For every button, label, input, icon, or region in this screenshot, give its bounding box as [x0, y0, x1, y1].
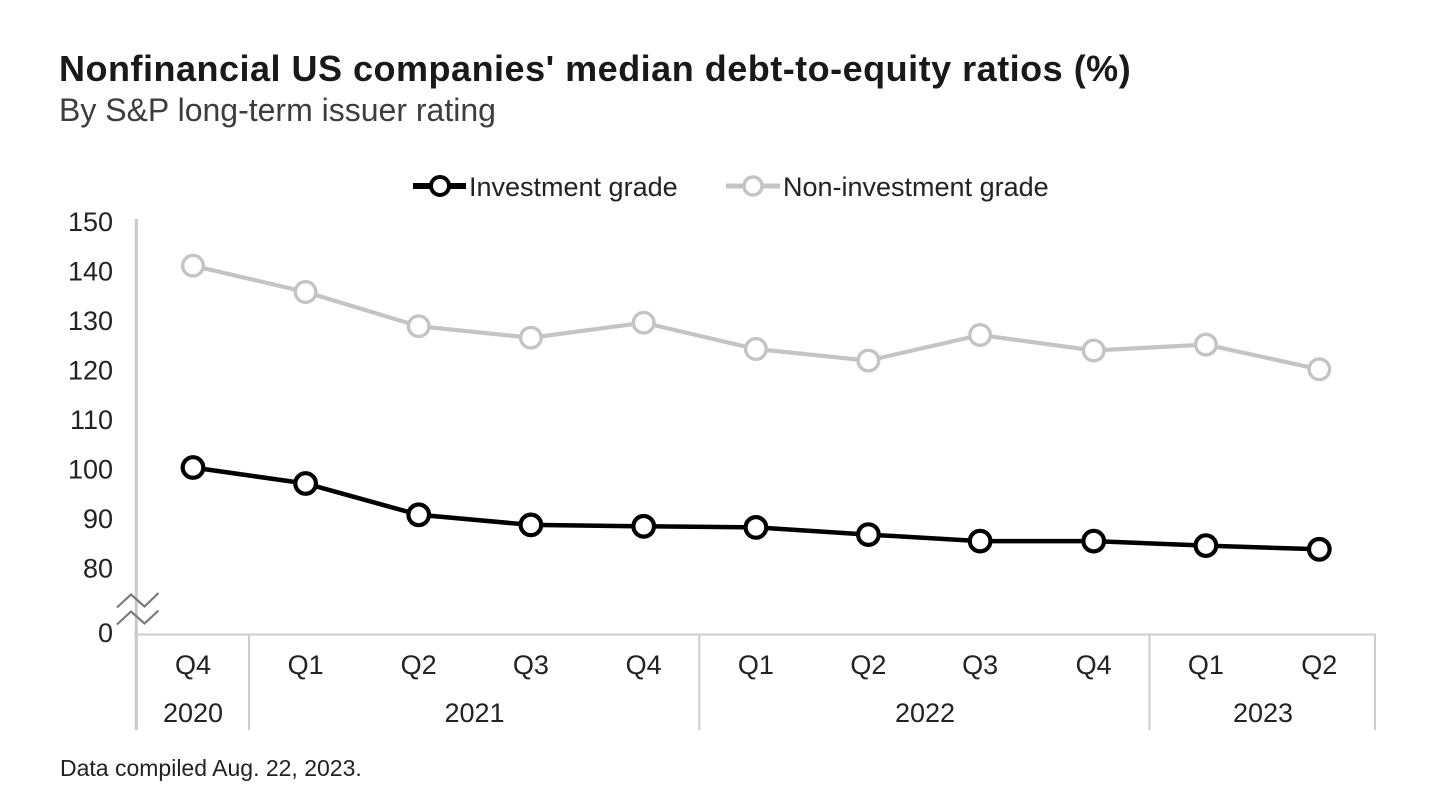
- svg-text:150: 150: [68, 207, 113, 237]
- svg-text:130: 130: [68, 306, 113, 336]
- svg-text:0: 0: [98, 618, 113, 648]
- svg-text:Non-investment grade: Non-investment grade: [783, 172, 1049, 202]
- svg-text:2021: 2021: [444, 698, 504, 728]
- svg-text:100: 100: [68, 455, 113, 485]
- svg-text:80: 80: [83, 554, 113, 584]
- svg-text:Q2: Q2: [401, 650, 437, 680]
- svg-text:120: 120: [68, 356, 113, 386]
- svg-text:Q2: Q2: [1301, 650, 1337, 680]
- svg-text:140: 140: [68, 257, 113, 287]
- svg-text:Q4: Q4: [626, 650, 662, 680]
- svg-text:Q3: Q3: [513, 650, 549, 680]
- svg-text:90: 90: [83, 504, 113, 534]
- svg-text:110: 110: [70, 405, 113, 435]
- svg-text:Q2: Q2: [850, 650, 886, 680]
- svg-text:2022: 2022: [895, 698, 955, 728]
- svg-text:Q4: Q4: [1076, 650, 1112, 680]
- svg-text:Q1: Q1: [738, 650, 774, 680]
- svg-text:Q3: Q3: [962, 650, 998, 680]
- svg-text:Q4: Q4: [175, 650, 211, 680]
- svg-text:2023: 2023: [1233, 698, 1293, 728]
- svg-text:Data compiled Aug. 22, 2023.: Data compiled Aug. 22, 2023.: [60, 755, 362, 781]
- svg-text:Q1: Q1: [288, 650, 324, 680]
- svg-text:Q1: Q1: [1188, 650, 1224, 680]
- svg-text:By S&P long-term issuer rating: By S&P long-term issuer rating: [59, 92, 496, 128]
- svg-text:2020: 2020: [163, 698, 223, 728]
- svg-text:Investment grade: Investment grade: [469, 172, 678, 202]
- svg-text:Nonfinancial US companies' med: Nonfinancial US companies' median debt-t…: [59, 48, 1131, 89]
